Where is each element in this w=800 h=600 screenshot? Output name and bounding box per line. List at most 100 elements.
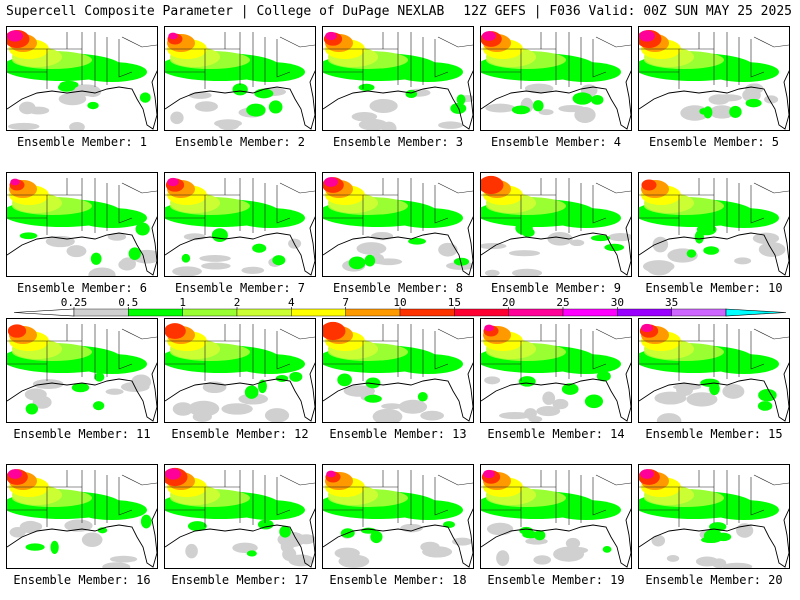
scp-max (641, 179, 657, 191)
ensemble-member-label: Ensemble Member: 12 (171, 427, 309, 441)
state-boundary (595, 36, 631, 48)
low-scp-patch (452, 537, 473, 546)
scp-patch (456, 94, 466, 105)
scp-patch (246, 550, 257, 557)
scp-patch (257, 519, 274, 530)
state-boundary (47, 470, 83, 523)
low-scp-patch (102, 562, 131, 568)
state-boundary (279, 182, 315, 194)
coastline (7, 70, 157, 130)
scp-patch (364, 394, 382, 403)
coastline (323, 362, 473, 422)
scp-band (77, 500, 147, 520)
scp-patch (25, 543, 45, 551)
scp-patch (337, 373, 352, 387)
scp-patch (590, 234, 611, 242)
state-boundary (121, 182, 157, 194)
low-scp-patch (511, 268, 543, 276)
ensemble-member-label: Ensemble Member: 4 (490, 135, 622, 149)
state-boundary (205, 470, 241, 523)
state-boundary (679, 324, 715, 377)
coastline (7, 362, 157, 422)
map-title: Supercell Composite Parameter | College … (6, 4, 445, 19)
low-scp-patch (536, 406, 561, 417)
map-canvas (639, 29, 789, 130)
scp-max (482, 31, 496, 41)
low-scp-patch (66, 245, 87, 258)
ensemble-member-label: Ensemble Member: 11 (13, 427, 151, 441)
low-scp-patch (524, 408, 537, 420)
scp-patch (139, 92, 151, 103)
ensemble-member-label: Ensemble Member: 14 (487, 427, 625, 441)
map-canvas (7, 178, 157, 276)
low-scp-patch (359, 385, 372, 393)
low-scp-patch (496, 550, 510, 567)
coastline (481, 216, 631, 276)
low-scp-patch (199, 254, 231, 262)
low-scp-patch (709, 105, 735, 119)
state-boundary (540, 324, 607, 379)
low-scp-patch (58, 92, 87, 106)
scp-patch (268, 100, 283, 114)
ensemble-member-map (638, 318, 790, 423)
ensemble-member-map (322, 172, 474, 277)
low-scp-patch (369, 98, 398, 113)
state-boundary (47, 324, 83, 377)
low-scp-patch (666, 554, 680, 562)
scp-max (324, 177, 338, 187)
low-scp-patch (358, 118, 388, 130)
map-canvas (7, 324, 157, 422)
colorbar-segment (399, 308, 455, 317)
low-scp-patch (264, 408, 290, 422)
ensemble-member-map (480, 318, 632, 423)
scp-max (7, 324, 27, 338)
ensemble-member-label: Ensemble Member: 13 (329, 427, 467, 441)
colorbar-over-arrow (725, 308, 787, 317)
low-scp-patch (296, 534, 315, 545)
scp-max (7, 30, 23, 42)
colorbar-tick-label: 10 (393, 296, 406, 309)
scp-patch (97, 527, 108, 534)
scp-patch (443, 521, 455, 529)
state-boundary (595, 474, 631, 486)
ensemble-member-label: Ensemble Member: 20 (645, 573, 783, 587)
scp-patch (584, 394, 604, 409)
coastline (7, 216, 157, 276)
colorbar-segment (671, 308, 727, 317)
state-boundary (205, 32, 241, 85)
state-boundary (753, 182, 789, 194)
low-scp-patch (280, 540, 294, 553)
ensemble-member-map (638, 172, 790, 277)
state-boundary (224, 470, 291, 525)
scp-patch (596, 370, 611, 382)
state-boundary (121, 328, 157, 340)
scp-band (393, 500, 463, 520)
scp-patch (511, 105, 531, 115)
colorbar-segment (562, 308, 618, 317)
low-scp-patch (486, 522, 514, 536)
ensemble-member-label: Ensemble Member: 18 (329, 573, 467, 587)
state-boundary (66, 324, 133, 379)
scp-patch (348, 256, 366, 270)
ensemble-member-label: Ensemble Member: 19 (487, 573, 625, 587)
scp-max (168, 32, 178, 40)
colorbar-segment (345, 308, 401, 317)
map-canvas (323, 31, 473, 130)
scp-patch (703, 246, 720, 255)
low-scp-patch (9, 526, 26, 538)
state-boundary (753, 328, 789, 340)
map-canvas (323, 470, 473, 568)
coastline (165, 216, 315, 276)
scp-patch (703, 106, 713, 119)
state-boundary (595, 182, 631, 194)
scp-patch (50, 540, 59, 554)
scp-patch (19, 232, 38, 240)
low-scp-patch (542, 391, 556, 405)
low-scp-patch (214, 119, 242, 128)
low-scp-patch (32, 395, 52, 409)
low-scp-patch (484, 376, 501, 385)
ensemble-member-label: Ensemble Member: 16 (13, 573, 151, 587)
state-boundary (279, 36, 315, 48)
ensemble-member-map (322, 26, 474, 131)
scp-max (484, 324, 494, 332)
